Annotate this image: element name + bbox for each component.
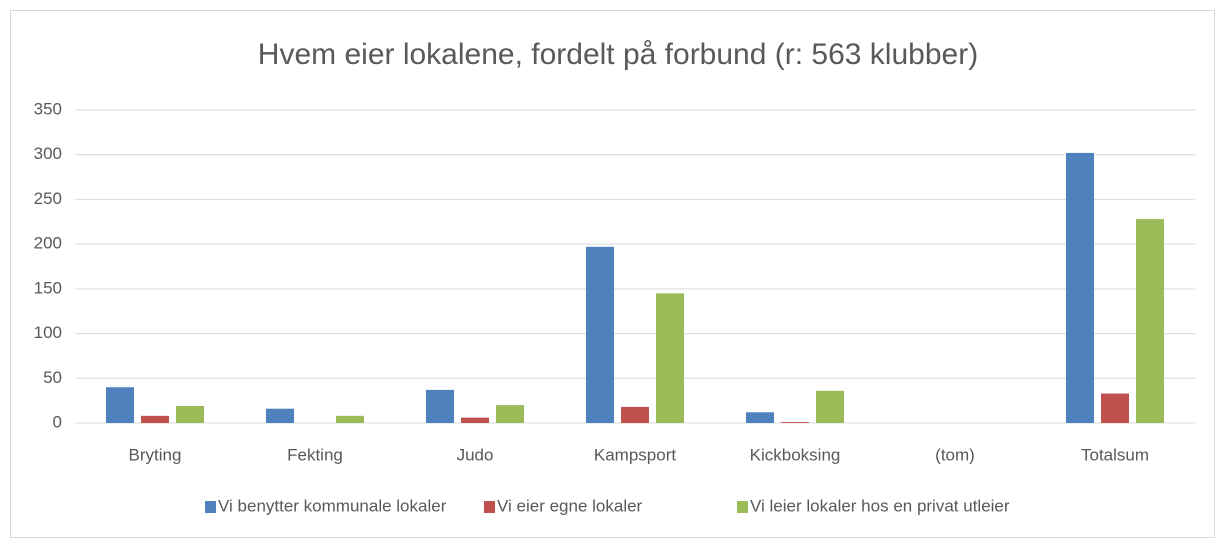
bar bbox=[586, 246, 614, 423]
bar bbox=[336, 415, 364, 423]
y-tick-label: 50 bbox=[43, 368, 62, 387]
bar bbox=[816, 390, 844, 423]
bar bbox=[656, 293, 684, 423]
bar bbox=[426, 389, 454, 423]
bar bbox=[1136, 219, 1164, 423]
legend-swatch bbox=[205, 501, 216, 513]
x-tick-label: Fekting bbox=[287, 445, 343, 464]
legend-swatch bbox=[484, 501, 495, 513]
x-tick-label: Judo bbox=[457, 445, 494, 464]
y-tick-label: 100 bbox=[34, 323, 62, 342]
y-tick-label: 150 bbox=[34, 278, 62, 297]
y-tick-label: 250 bbox=[34, 189, 62, 208]
bar bbox=[176, 406, 204, 423]
legend-label: Vi eier egne lokaler bbox=[497, 496, 643, 515]
bar bbox=[496, 405, 524, 423]
legend-swatch bbox=[737, 501, 748, 513]
bar bbox=[461, 417, 489, 423]
x-tick-label: Bryting bbox=[129, 445, 182, 464]
x-tick-label: Kampsport bbox=[594, 445, 676, 464]
bar bbox=[1066, 152, 1094, 423]
bar bbox=[1101, 393, 1129, 423]
bar bbox=[781, 422, 809, 423]
bar bbox=[266, 408, 294, 423]
bar bbox=[141, 415, 169, 423]
x-tick-label: Kickboksing bbox=[750, 445, 841, 464]
bar bbox=[621, 406, 649, 423]
bar bbox=[746, 412, 774, 423]
legend-label: Vi benytter kommunale lokaler bbox=[218, 496, 447, 515]
y-tick-label: 300 bbox=[34, 144, 62, 163]
y-tick-label: 0 bbox=[53, 412, 62, 431]
legend-label: Vi leier lokaler hos en privat utleier bbox=[750, 496, 1010, 515]
bar bbox=[106, 387, 134, 423]
y-tick-label: 350 bbox=[34, 99, 62, 118]
y-tick-label: 200 bbox=[34, 234, 62, 253]
x-tick-label: (tom) bbox=[935, 445, 975, 464]
chart-title: Hvem eier lokalene, fordelt på forbund (… bbox=[258, 38, 978, 71]
x-tick-label: Totalsum bbox=[1081, 445, 1149, 464]
